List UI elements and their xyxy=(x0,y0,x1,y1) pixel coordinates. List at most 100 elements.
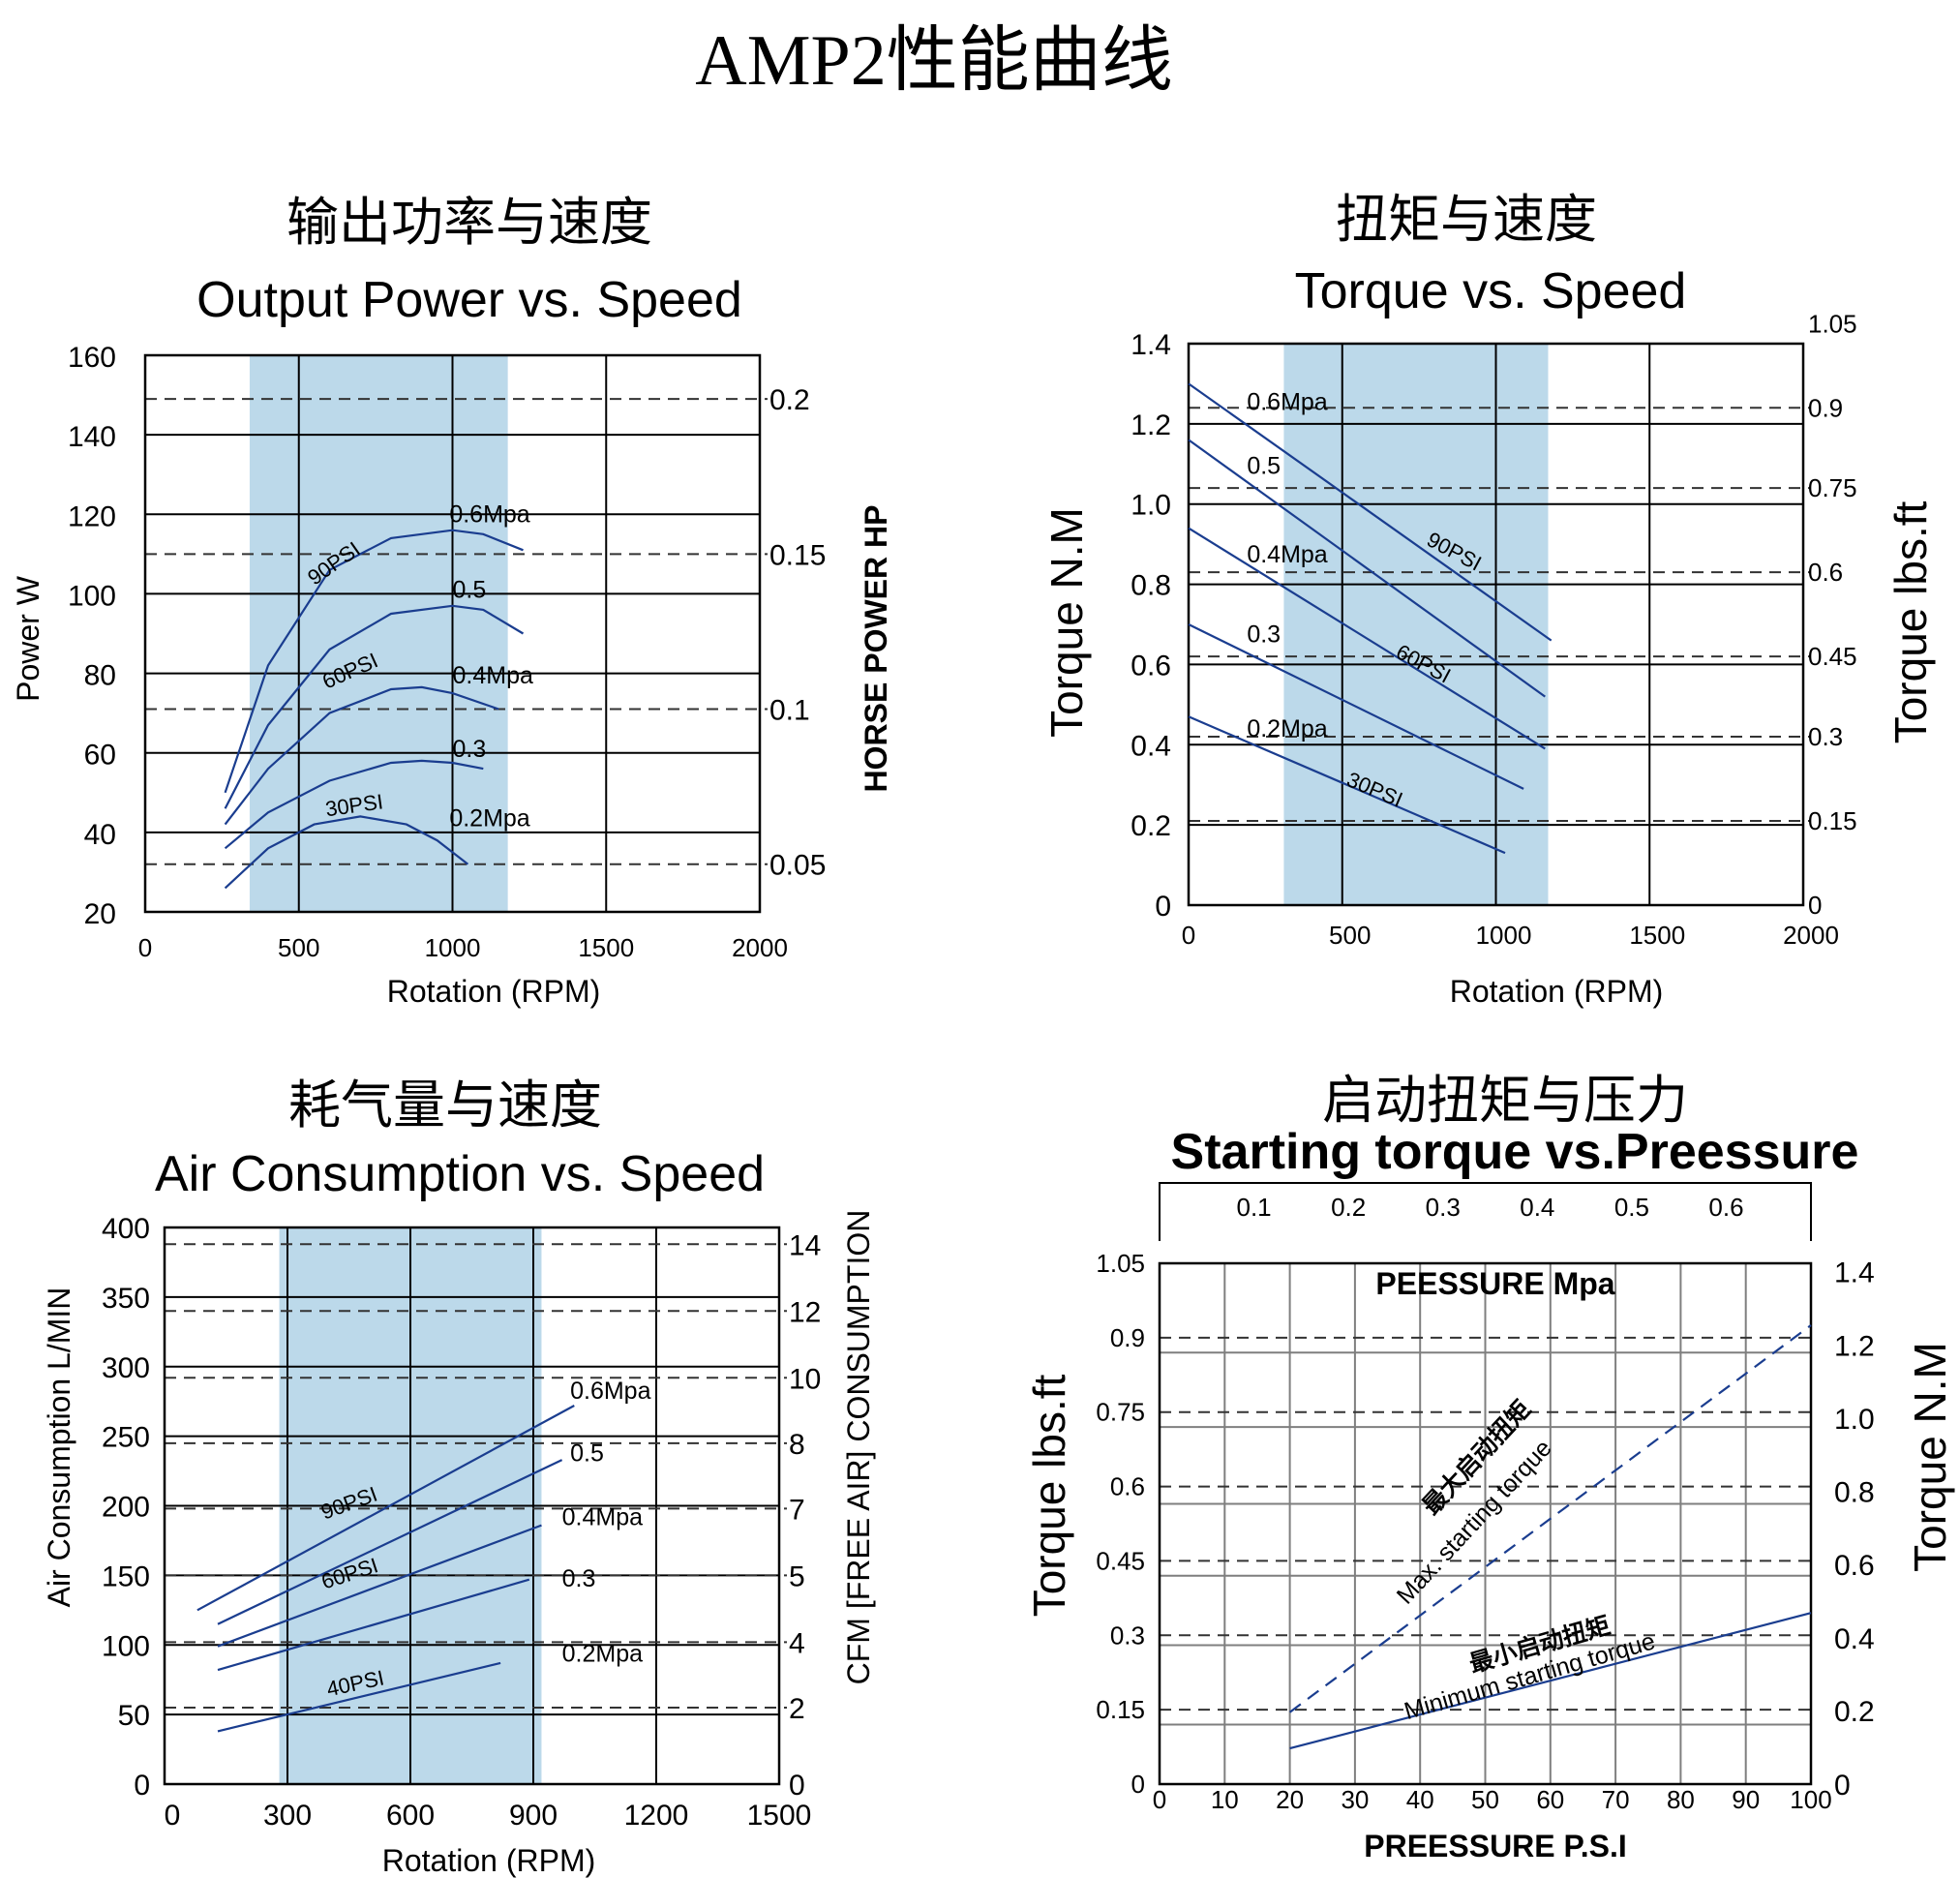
air-x-tick-3: 900 xyxy=(509,1800,558,1832)
air-x-tick-0: 0 xyxy=(165,1800,181,1832)
air-x-axis-label: Rotation (RPM) xyxy=(382,1843,596,1878)
power-x-tick-3: 1500 xyxy=(578,933,634,962)
air-chart-title-cn: 耗气量与速度 xyxy=(288,1075,602,1136)
starting-y2-tick-0: 0 xyxy=(1834,1770,1851,1802)
starting-x-tick-8: 80 xyxy=(1667,1785,1695,1814)
power-chart: 输出功率与速度 Output Power vs. Speed 0.6Mpa 0.5… xyxy=(11,192,893,1009)
air-series-line-4 xyxy=(217,1661,501,1733)
power-x-tick-1: 500 xyxy=(278,933,319,962)
torque-series-line-3 xyxy=(1188,623,1524,790)
starting-top-tick-1: 0.2 xyxy=(1331,1193,1366,1222)
starting-x-tick-6: 60 xyxy=(1536,1785,1564,1814)
air-x-tick-2: 600 xyxy=(386,1800,435,1832)
air-x-tick-5: 1500 xyxy=(747,1800,812,1832)
air-series-line-0 xyxy=(196,1405,575,1612)
starting-y-tick-4: 0.6 xyxy=(1110,1472,1145,1501)
torque-series-label-1: 0.5 xyxy=(1247,453,1281,480)
power-chart-title: Output Power vs. Speed xyxy=(196,272,742,328)
air-plot-area: 0.6Mpa0.50.4Mpa0.30.2Mpa90PSI60PSI40PSI0… xyxy=(102,1213,821,1832)
starting-y-tick-1: 0.15 xyxy=(1096,1695,1145,1724)
torque-x-tick-1: 500 xyxy=(1329,921,1371,950)
starting-x-tick-9: 90 xyxy=(1732,1785,1760,1814)
starting-x-tick-10: 100 xyxy=(1790,1785,1831,1814)
starting-y2-tick-1: 0.2 xyxy=(1834,1696,1875,1728)
power-plot-area: 0.6Mpa0.50.4Mpa0.30.2Mpa90PSI60PSI30PSI2… xyxy=(68,342,826,962)
air-y2-tick-8: 14 xyxy=(789,1229,821,1261)
starting-top-tick-2: 0.3 xyxy=(1426,1193,1461,1222)
starting-top-axis-bracket xyxy=(1159,1182,1812,1241)
power-y-tick-6: 140 xyxy=(68,421,116,453)
power-plot-frame xyxy=(143,353,762,914)
torque-x-tick-2: 1000 xyxy=(1476,921,1532,950)
power-series-label-0: 0.6Mpa xyxy=(449,501,529,529)
air-series-label-3: 0.3 xyxy=(562,1565,596,1592)
power-series-line-2 xyxy=(224,685,499,826)
air-y2-axis-label: CFM [FREE AIR] CONSUMPTION xyxy=(841,1210,876,1685)
air-y2-tick-4: 7 xyxy=(789,1494,805,1526)
torque-y-axis-label: Torque N.M xyxy=(1041,507,1092,738)
torque-plot-area: 0.6Mpa0.50.4Mpa0.30.2Mpa90PSI60PSI30PSI0… xyxy=(1131,309,1856,950)
air-y2-tick-1: 2 xyxy=(789,1693,805,1725)
page-title: AMP2性能曲线 xyxy=(695,21,1173,101)
starting-y-tick-0: 0 xyxy=(1131,1770,1145,1799)
power-x-tick-2: 1000 xyxy=(425,933,481,962)
air-y2-tick-3: 5 xyxy=(789,1560,805,1592)
power-x-axis-label: Rotation (RPM) xyxy=(387,974,601,1009)
starting-x-tick-5: 50 xyxy=(1471,1785,1499,1814)
torque-series-label-3: 0.3 xyxy=(1247,621,1281,649)
air-y-tick-6: 300 xyxy=(102,1352,150,1384)
starting-x-tick-1: 10 xyxy=(1211,1785,1239,1814)
air-series-label-0: 0.6Mpa xyxy=(570,1378,650,1405)
air-series-line-2 xyxy=(217,1524,542,1648)
torque-y-tick-0: 0 xyxy=(1155,891,1171,923)
starting-y2-tick-3: 0.6 xyxy=(1834,1550,1875,1582)
torque-y-tick-7: 1.4 xyxy=(1131,329,1171,361)
torque-y-tick-2: 0.4 xyxy=(1131,730,1171,762)
air-series-line-3 xyxy=(217,1578,530,1672)
torque-y-tick-4: 0.8 xyxy=(1131,570,1171,602)
starting-y2-tick-4: 0.8 xyxy=(1834,1477,1875,1509)
air-x-tick-1: 300 xyxy=(263,1800,312,1832)
air-y2-tick-6: 10 xyxy=(789,1363,821,1395)
torque-chart-title: Torque vs. Speed xyxy=(1295,263,1687,319)
air-y-axis-label: Air Consumption L/MIN xyxy=(42,1287,76,1608)
torque-y2-axis-label: Torque lbs.ft xyxy=(1885,500,1936,743)
air-y-tick-8: 400 xyxy=(102,1213,150,1245)
air-x-tick-4: 1200 xyxy=(624,1800,689,1832)
starting-top-tick-0: 0.1 xyxy=(1237,1193,1272,1222)
air-y-tick-7: 350 xyxy=(102,1283,150,1315)
starting-chart-title: Starting torque vs.Preessure xyxy=(1171,1124,1859,1180)
power-y-axis-label: Power W xyxy=(11,575,45,702)
power-y-tick-3: 80 xyxy=(84,660,116,692)
power-y-tick-0: 20 xyxy=(84,898,116,930)
starting-x-tick-4: 40 xyxy=(1406,1785,1434,1814)
starting-top-axis-label: PEESSURE Mpa xyxy=(1375,1266,1614,1301)
torque-chart: 扭矩与速度 Torque vs. Speed 0.6Mpa 0.5 0.4Mpa 0.… xyxy=(1041,189,1936,1009)
starting-torque-chart: 启动扭矩与压力 Starting torque vs.Preessure Max… xyxy=(1024,1070,1955,1863)
starting-y2-axis-label: Torque N.M xyxy=(1905,1342,1955,1572)
torque-y2-tick-7: 1.05 xyxy=(1808,309,1857,338)
torque-x-tick-3: 1500 xyxy=(1629,921,1685,950)
starting-plot-frame xyxy=(1158,1261,1813,1786)
starting-y2-tick-2: 0.4 xyxy=(1834,1623,1875,1655)
air-y2-tick-0: 0 xyxy=(789,1770,805,1802)
power-y-tick-5: 120 xyxy=(68,500,116,532)
starting-y2-tick-5: 1.0 xyxy=(1834,1404,1875,1436)
starting-top-tick-4: 0.5 xyxy=(1614,1193,1649,1222)
power-series-line-4 xyxy=(224,815,469,890)
starting-series-line-1 xyxy=(1289,1612,1812,1750)
starting-chart-title-cn: 启动扭矩与压力 xyxy=(1322,1070,1688,1131)
starting-x-tick-2: 20 xyxy=(1276,1785,1304,1814)
torque-y-tick-1: 0.2 xyxy=(1131,810,1171,842)
starting-y2-tick-6: 1.2 xyxy=(1834,1331,1875,1363)
torque-series-label-2: 0.4Mpa xyxy=(1247,541,1327,568)
power-y2-tick-2: 0.15 xyxy=(769,539,826,571)
air-chart-title: Air Consumption vs. Speed xyxy=(155,1146,765,1202)
torque-y-tick-3: 0.6 xyxy=(1131,650,1171,682)
torque-y-tick-5: 1.0 xyxy=(1131,490,1171,522)
power-series-label-3: 0.3 xyxy=(453,736,487,763)
starting-x-tick-7: 70 xyxy=(1602,1785,1630,1814)
air-plot-frame xyxy=(163,1226,781,1786)
starting-y-tick-7: 1.05 xyxy=(1096,1249,1145,1278)
